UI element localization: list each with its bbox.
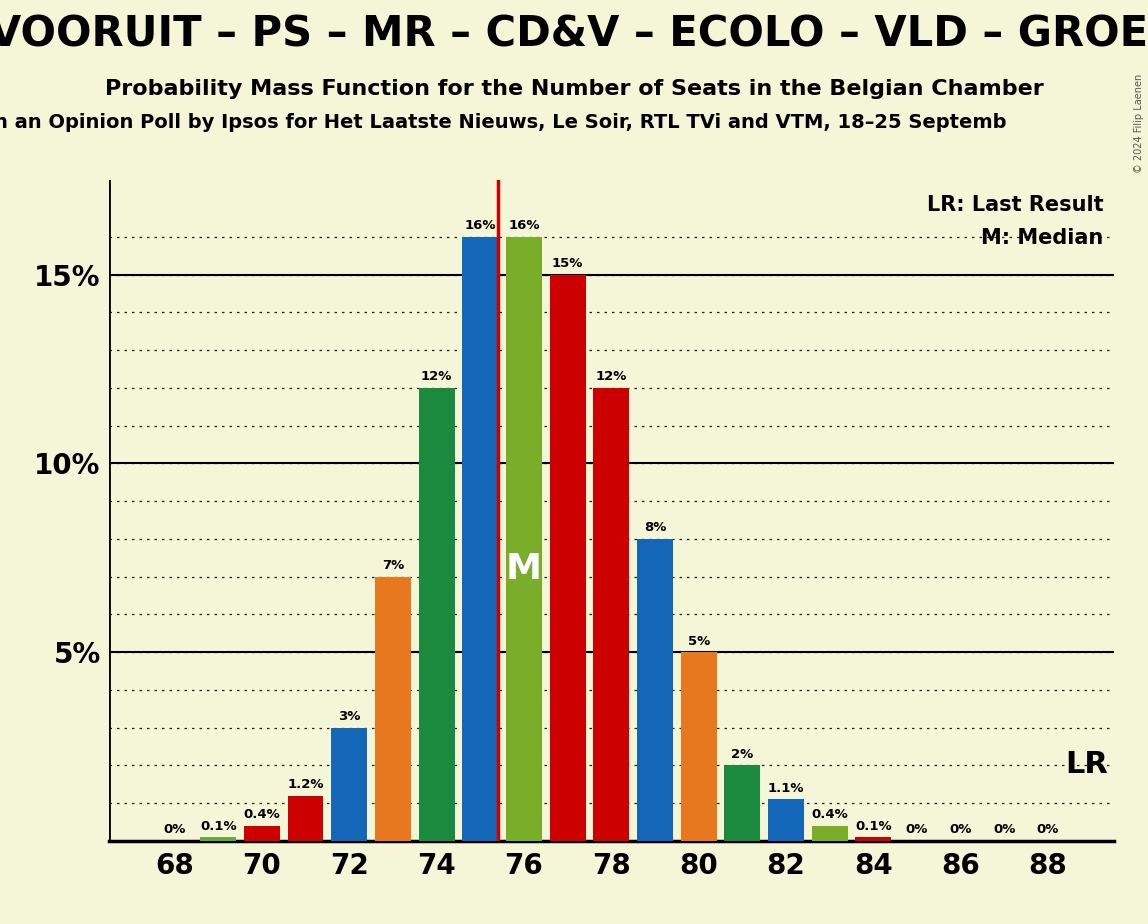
Text: LR: LR (1065, 750, 1109, 779)
Text: 0%: 0% (993, 823, 1016, 836)
Bar (288, 796, 324, 841)
Bar (375, 577, 411, 841)
Bar (463, 237, 498, 841)
Bar (419, 388, 455, 841)
Text: VOORUIT – PS – MR – CD&V – ECOLO – VLD – GROEN: VOORUIT – PS – MR – CD&V – ECOLO – VLD –… (0, 14, 1148, 55)
Bar (637, 539, 673, 841)
Text: 0%: 0% (163, 823, 186, 836)
Text: 0.4%: 0.4% (812, 808, 848, 821)
Bar (768, 799, 804, 841)
Text: © 2024 Filip Laenen: © 2024 Filip Laenen (1134, 74, 1143, 173)
Text: 0.4%: 0.4% (243, 808, 280, 821)
Bar (550, 274, 585, 841)
Bar (812, 826, 847, 841)
Text: 3%: 3% (338, 710, 360, 723)
Bar (332, 727, 367, 841)
Bar (724, 765, 760, 841)
Text: 7%: 7% (382, 559, 404, 572)
Bar (594, 388, 629, 841)
Text: 15%: 15% (552, 257, 583, 270)
Text: 2%: 2% (731, 748, 753, 760)
Bar (681, 652, 716, 841)
Text: 0.1%: 0.1% (200, 820, 236, 833)
Text: M: Median: M: Median (982, 227, 1103, 248)
Text: 0%: 0% (906, 823, 929, 836)
Text: 0%: 0% (1037, 823, 1060, 836)
Text: LR: Last Result: LR: Last Result (926, 195, 1103, 214)
Text: 5%: 5% (688, 635, 709, 648)
Text: 0.1%: 0.1% (855, 820, 892, 833)
Text: 0%: 0% (949, 823, 972, 836)
Text: 1.1%: 1.1% (768, 782, 805, 795)
Bar (506, 237, 542, 841)
Text: M: M (506, 552, 542, 586)
Bar (245, 826, 280, 841)
Text: n an Opinion Poll by Ipsos for Het Laatste Nieuws, Le Soir, RTL TVi and VTM, 18–: n an Opinion Poll by Ipsos for Het Laats… (0, 113, 1007, 132)
Text: 16%: 16% (465, 219, 496, 232)
Text: 16%: 16% (509, 219, 540, 232)
Text: Probability Mass Function for the Number of Seats in the Belgian Chamber: Probability Mass Function for the Number… (104, 79, 1044, 99)
Text: 1.2%: 1.2% (287, 778, 324, 791)
Text: 12%: 12% (421, 371, 452, 383)
Bar (201, 837, 236, 841)
Bar (855, 837, 891, 841)
Text: 12%: 12% (596, 371, 627, 383)
Text: 8%: 8% (644, 521, 666, 534)
